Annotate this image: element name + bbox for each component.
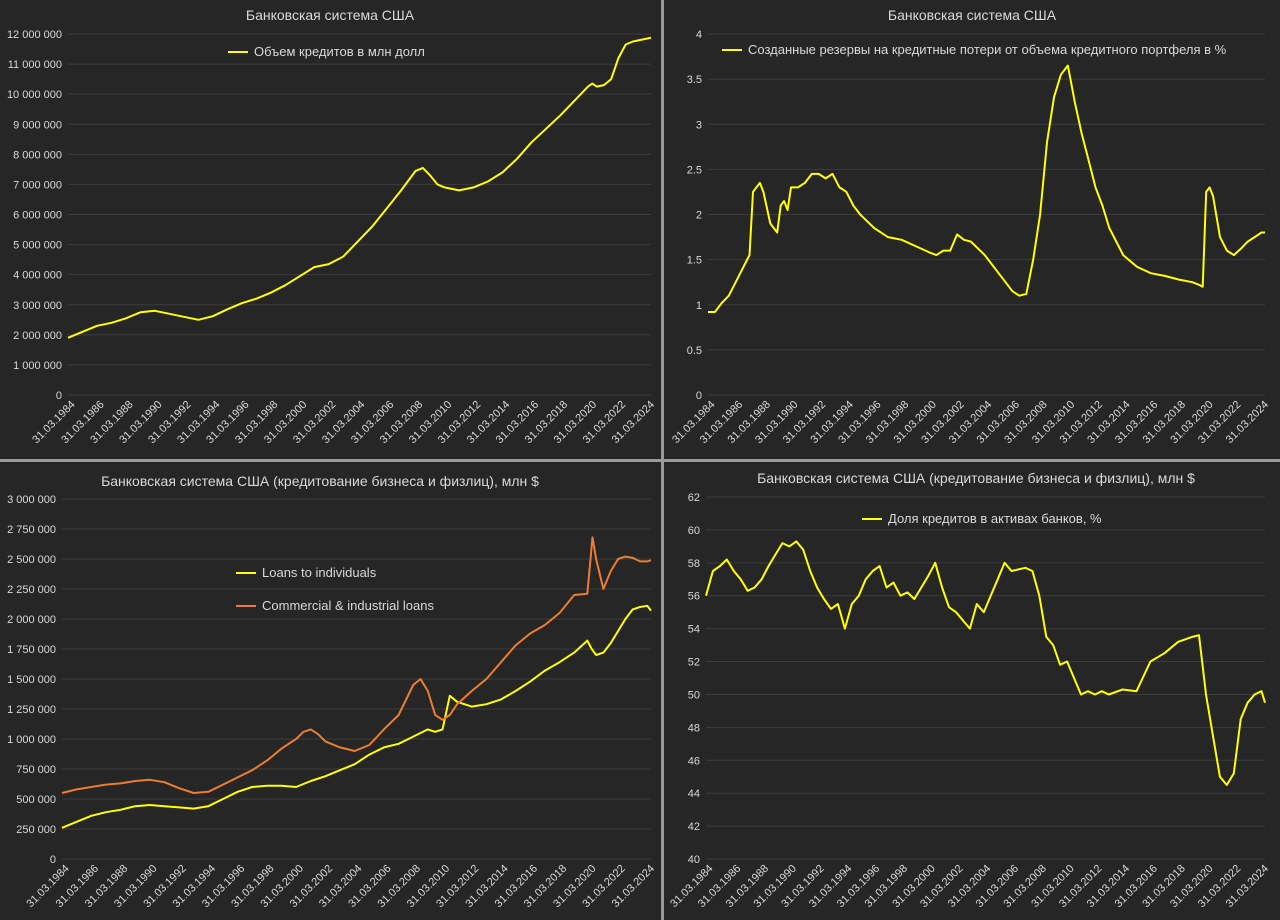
y-tick-label: 8 000 000 xyxy=(13,149,62,161)
chart-title: Банковская система США (кредитование биз… xyxy=(101,473,539,489)
series-line-2 xyxy=(61,536,652,794)
y-tick-label: 0.5 xyxy=(687,345,702,357)
y-tick-label: 500 000 xyxy=(16,794,56,806)
loan-share-chart: Банковская система США (кредитование биз… xyxy=(668,470,1271,910)
y-tick-label: 1 500 000 xyxy=(7,674,56,686)
series-line-1 xyxy=(61,604,652,829)
y-tick-label: 42 xyxy=(688,821,700,833)
chart-panel-reserves: Банковская система США 0 0.5 1 1.5 2 2.5 3 3.5 4 3… xyxy=(664,0,1280,459)
y-tick-label: 52 xyxy=(688,657,700,669)
y-tick-label: 3.5 xyxy=(687,74,702,86)
business-individuals-chart: Банковская система США (кредитование биз… xyxy=(7,473,657,910)
y-tick-label: 46 xyxy=(688,755,700,767)
y-tick-label: 40 xyxy=(688,854,700,866)
y-tick-label: 44 xyxy=(688,788,700,800)
y-tick-label: 0 xyxy=(50,854,56,866)
y-tick-label: 3 000 000 xyxy=(13,300,62,312)
y-tick-label: 60 xyxy=(688,525,700,537)
y-tick-label: 56 xyxy=(688,591,700,603)
y-tick-label: 2 000 000 xyxy=(13,330,62,342)
chart-title: Банковская система США xyxy=(888,7,1057,23)
legend-label: Loans to individuals xyxy=(262,565,377,580)
legend-label: Commercial & industrial loans xyxy=(262,598,434,613)
series-line-1 xyxy=(708,64,1265,313)
y-tick-label: 6 000 000 xyxy=(13,210,62,222)
legend-label: Доля кредитов в активах банков, % xyxy=(888,511,1102,526)
chart-panel-loan-share: Банковская система США (кредитование биз… xyxy=(664,462,1280,920)
legend-label: Созданные резервы на кредитные потери от… xyxy=(748,42,1227,57)
y-tick-label: 62 xyxy=(688,492,700,504)
y-tick-label: 2 500 000 xyxy=(7,554,56,566)
y-tick-label: 2 250 000 xyxy=(7,584,56,596)
reserves-chart: Банковская система США00.511.522.533.543… xyxy=(670,7,1271,446)
chart-panel-business-individuals: Банковская система США (кредитование биз… xyxy=(0,462,661,920)
y-tick-label: 2.5 xyxy=(687,164,702,176)
y-tick-label: 1.5 xyxy=(687,255,702,267)
y-tick-label: 3 xyxy=(696,119,702,131)
y-tick-label: 2 000 000 xyxy=(7,614,56,626)
series-line-1 xyxy=(67,36,652,339)
y-tick-label: 1 250 000 xyxy=(7,704,56,716)
y-tick-label: 750 000 xyxy=(16,764,56,776)
y-tick-label: 10 000 000 xyxy=(7,89,62,101)
y-tick-label: 12 000 000 xyxy=(7,29,62,41)
y-tick-label: 58 xyxy=(688,558,700,570)
y-tick-label: 7 000 000 xyxy=(13,179,62,191)
y-tick-label: 4 000 000 xyxy=(13,270,62,282)
y-tick-label: 0 xyxy=(696,390,702,402)
y-tick-label: 1 000 000 xyxy=(13,360,62,372)
series-line-1 xyxy=(705,540,1266,786)
y-tick-label: 1 xyxy=(696,300,702,312)
y-tick-label: 250 000 xyxy=(16,824,56,836)
y-tick-label: 5 000 000 xyxy=(13,240,62,252)
legend-label: Объем кредитов в млн долл xyxy=(254,44,425,59)
y-tick-label: 2 750 000 xyxy=(7,524,56,536)
y-tick-label: 1 000 000 xyxy=(7,734,56,746)
y-tick-label: 1 750 000 xyxy=(7,644,56,656)
y-tick-label: 9 000 000 xyxy=(13,119,62,131)
y-tick-label: 2 xyxy=(696,210,702,222)
y-tick-label: 11 000 000 xyxy=(8,59,62,71)
chart-panel-loans: Банковская система США 0 1 000 000 2 000 00… xyxy=(0,0,661,459)
chart-title: Банковская система США (кредитование биз… xyxy=(757,470,1195,486)
y-tick-label: 0 xyxy=(56,390,62,402)
y-tick-label: 4 xyxy=(696,29,702,41)
y-tick-label: 3 000 000 xyxy=(7,494,56,506)
loans-chart: Банковская система США 0 1 000 000 2 000 00… xyxy=(7,7,657,446)
y-tick-label: 54 xyxy=(688,624,700,636)
y-tick-label: 50 xyxy=(688,689,700,701)
y-tick-label: 48 xyxy=(688,722,700,734)
chart-title: Банковская система США xyxy=(246,7,415,23)
